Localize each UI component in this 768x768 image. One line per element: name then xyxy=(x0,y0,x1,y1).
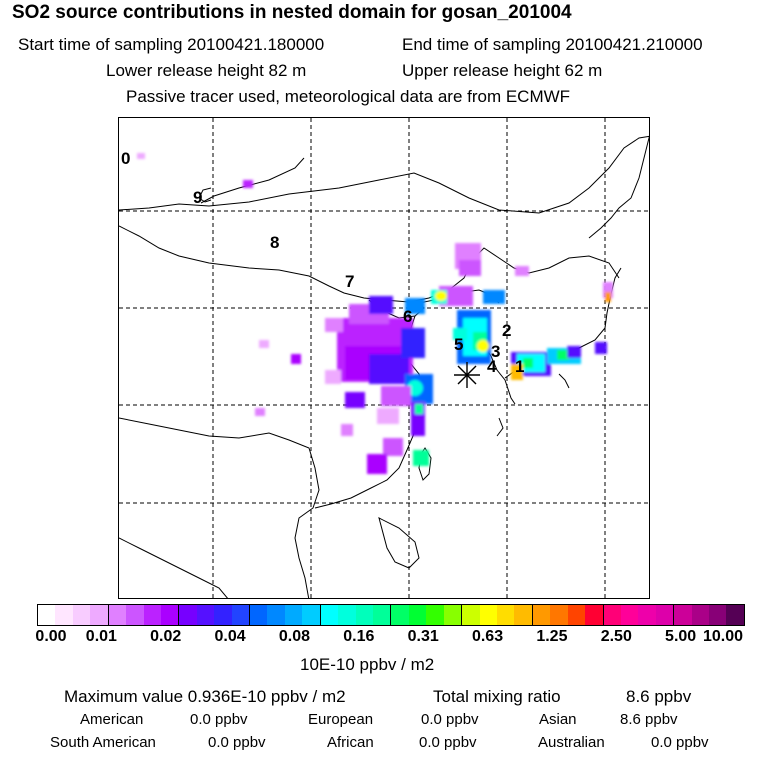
colorbar-tick-label: 2.50 xyxy=(600,628,632,645)
colorbar-swatch xyxy=(355,605,374,625)
colorbar-swatch xyxy=(655,605,675,625)
colorbar-tick-label: 0.00 xyxy=(35,628,67,645)
region-label-2: 2 xyxy=(502,321,511,340)
region-labels: 0 9 8 7 6 5 2 3 4 1 xyxy=(121,149,524,376)
colorbar-swatch xyxy=(250,605,268,625)
asterisk-icon xyxy=(454,362,480,388)
colorbar-swatch xyxy=(391,605,409,625)
region-label-5: 5 xyxy=(454,335,463,354)
colorbar-swatch xyxy=(408,605,427,625)
region-label-4: 4 xyxy=(487,357,497,376)
concentration-field xyxy=(137,153,613,474)
colorbar-tick-label: 0.16 xyxy=(343,628,375,645)
region-value-australian: 0.0 ppbv xyxy=(651,734,709,751)
colorbar-swatch xyxy=(196,605,215,625)
colorbar-tick-label: 0.01 xyxy=(85,628,117,645)
colorbar-swatch xyxy=(603,605,621,625)
colorbar-swatch xyxy=(567,605,586,625)
colorbar-swatch xyxy=(231,605,251,625)
region-label-7: 7 xyxy=(345,272,354,291)
colorbar-swatch xyxy=(479,605,497,625)
colorbar-swatch xyxy=(108,605,127,625)
colorbar-tick-label: 1.25 xyxy=(536,628,568,645)
map-panel: 0 9 8 7 6 5 2 3 4 1 xyxy=(118,117,650,599)
upper-release-height: Upper release height 62 m xyxy=(402,61,603,80)
colorbar-swatch xyxy=(514,605,533,625)
map-canvas: 0 9 8 7 6 5 2 3 4 1 xyxy=(119,118,649,598)
region-label-1: 1 xyxy=(515,357,524,376)
colorbar-swatch xyxy=(532,605,551,625)
colorbar-tick-label: 0.08 xyxy=(278,628,311,645)
colorbar-swatch xyxy=(284,605,303,625)
colorbar-swatch xyxy=(320,605,339,625)
region-name-european: European xyxy=(308,711,374,728)
colorbar-swatch xyxy=(126,605,144,625)
region-value-african: 0.0 ppbv xyxy=(419,734,477,751)
colorbar-swatch xyxy=(72,605,91,625)
region-name-australian: Australian xyxy=(538,734,605,751)
colorbar-swatch xyxy=(496,605,515,625)
colorbar-swatch xyxy=(160,605,180,625)
colorbar-tick-label: 10.00 xyxy=(702,628,744,645)
colorbar-swatch xyxy=(462,605,480,625)
region-label-6: 6 xyxy=(403,307,412,326)
start-time: Start time of sampling 20100421.180000 xyxy=(18,35,325,54)
region-name-american: American xyxy=(80,711,144,728)
colorbar-tick-label: 0.04 xyxy=(214,628,246,645)
total-mixing-value: 8.6 ppbv xyxy=(626,687,692,706)
region-value-asian: 8.6 ppbv xyxy=(620,711,678,728)
colorbar-swatch xyxy=(638,605,656,625)
colorbar-swatch xyxy=(443,605,463,625)
colorbar-swatch xyxy=(214,605,232,625)
end-time: End time of sampling 20100421.210000 xyxy=(402,35,703,54)
colorbar-swatch xyxy=(373,605,392,625)
colorbar-swatch xyxy=(620,605,639,625)
colorbar-swatch xyxy=(691,605,710,625)
total-mixing-label: Total mixing ratio xyxy=(433,687,561,706)
colorbar-swatch xyxy=(267,605,285,625)
model-info: Passive tracer used, meteorological data… xyxy=(126,87,571,106)
region-label-0: 0 xyxy=(121,149,130,168)
colorbar-tick-label: 0.31 xyxy=(407,628,439,645)
region-value-american: 0.0 ppbv xyxy=(190,711,248,728)
colorbar-swatch xyxy=(709,605,727,625)
region-label-3: 3 xyxy=(491,342,500,361)
region-value-european: 0.0 ppbv xyxy=(421,711,479,728)
colorbar xyxy=(37,604,745,626)
colorbar-swatch xyxy=(726,605,744,625)
colorbar-swatch xyxy=(38,605,56,625)
colorbar-swatch xyxy=(426,605,444,625)
colorbar-swatch xyxy=(674,605,692,625)
colorbar-unit: 10E-10 ppbv / m2 xyxy=(300,655,435,674)
region-name-african: African xyxy=(327,734,374,751)
region-value-south-american: 0.0 ppbv xyxy=(208,734,266,751)
plot-title: SO2 source contributions in nested domai… xyxy=(12,2,572,23)
lower-release-height: Lower release height 82 m xyxy=(106,61,307,80)
maximum-value: Maximum value 0.936E-10 ppbv / m2 xyxy=(64,687,346,706)
colorbar-swatch xyxy=(338,605,356,625)
colorbar-tick-label: 0.02 xyxy=(150,628,182,645)
colorbar-tick-label: 0.63 xyxy=(471,628,504,645)
colorbar-swatch xyxy=(550,605,568,625)
colorbar-swatch xyxy=(90,605,109,625)
colorbar-swatch xyxy=(143,605,161,625)
colorbar-swatch xyxy=(179,605,197,625)
region-name-south-american: South American xyxy=(50,734,156,751)
colorbar-tick-label: 5.00 xyxy=(665,628,697,645)
region-name-asian: Asian xyxy=(539,711,577,728)
colorbar-swatch xyxy=(585,605,604,625)
region-label-9: 9 xyxy=(193,188,202,207)
region-label-8: 8 xyxy=(270,233,279,252)
colorbar-swatch xyxy=(302,605,321,625)
colorbar-swatch xyxy=(55,605,73,625)
